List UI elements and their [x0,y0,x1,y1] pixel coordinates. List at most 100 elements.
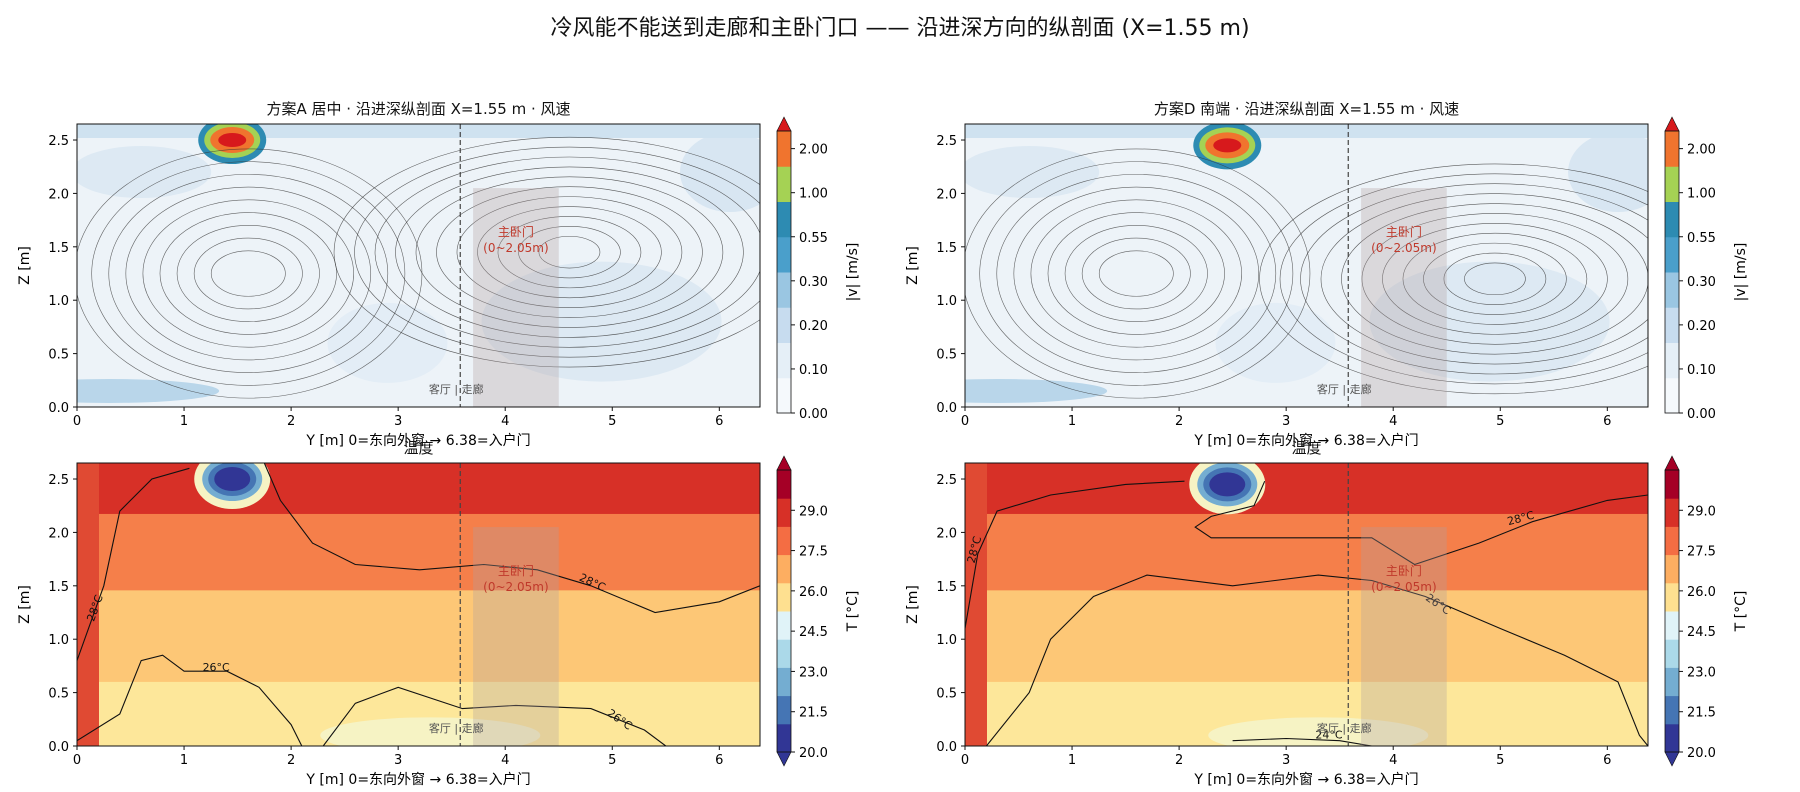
x-tick-label: 5 [608,753,616,768]
x-tick-label: 4 [1389,414,1397,429]
door-region [473,188,559,407]
x-tick-label: 0 [73,753,81,768]
colorbar-tick-label: 27.5 [1687,545,1716,560]
isotherm-label: 26°C [203,661,230,674]
streamline [1382,223,1608,335]
door-region [473,527,559,746]
streamline [1259,163,1648,395]
streamline [176,225,320,323]
colorbar-tick-label: 0.10 [1687,363,1716,378]
streamline [456,196,683,308]
colorbar-extend-max [1664,455,1680,471]
x-tick-label: 6 [1603,753,1611,768]
streamline [395,166,744,338]
colorbar-tick-label: 2.00 [1687,143,1716,158]
colorbar-extend-max [776,455,792,471]
y-tick-label: 1.0 [48,633,69,648]
colorbar-tick-label: 23.0 [799,665,828,680]
x-tick-label: 1 [1068,414,1076,429]
x-tick-label: 2 [1175,414,1183,429]
door-label: (0~2.05m) [1371,580,1436,594]
colorbar-tick-label: 0.55 [1687,231,1716,246]
colorbar-swatch [777,272,791,308]
isotherm-label: 24°C [1315,729,1342,742]
y-tick-label: 1.0 [48,294,69,309]
isotherm-28°C [965,480,1185,629]
colorbar-tick-label: 24.5 [799,625,828,640]
y-tick-label: 1.5 [48,580,69,595]
colorbar-swatch [777,526,791,556]
colorbar-swatch [777,639,791,668]
colorbar-swatch [1665,201,1679,238]
panel-D-speed: 主卧门 (0~2.05m) 客厅 | 走廊 方案D 南端 · 沿进深纵剖面 X=1.5… [905,100,1749,449]
cool-floor-patch [1208,717,1429,746]
streamline [518,226,621,279]
streamline [996,174,1277,373]
colorbar: 0.00 0.10 0.20 0.30 0.55 1.00 2.00 |v| [m/s] [776,116,861,422]
colorbar-tick-label: 0.10 [799,363,828,378]
streamline [1443,252,1547,305]
speed-patch [965,146,1100,199]
x-tick-label: 4 [1389,753,1397,768]
colorbar-swatch [777,554,791,584]
door-label: (0~2.05m) [1371,241,1436,255]
y-axis-label: Z [m] [17,585,33,624]
axes-frame [76,123,761,408]
colorbar-swatch [1665,131,1679,167]
colorbar-swatch [777,470,791,499]
colorbar-extend-max [776,116,792,132]
colorbar-tick-label: 29.0 [1687,504,1716,519]
y-tick-label: 2.0 [48,526,69,541]
colorbar-tick-label: 0.30 [1687,275,1716,290]
streamline [142,199,354,348]
inlet-jet [218,133,247,148]
streamline [477,206,662,299]
streamline [125,186,372,361]
streamline [415,176,724,328]
door-label: 主卧门 [1386,563,1422,578]
room-divider-label: 客厅 | 走廊 [1317,382,1372,396]
colorbar-swatch [1665,526,1679,556]
y-axis-label: Z [m] [17,246,33,285]
isotherm-24°C [1232,737,1372,746]
x-tick-label: 1 [180,753,188,768]
x-axis-label: Y [m] 0=东向外窗 → 6.38=入户门 [1193,771,1418,788]
window-wall-band [965,463,987,746]
x-tick-label: 0 [961,753,969,768]
y-tick-label: 2.5 [936,134,957,149]
colorbar-swatch [777,166,791,202]
cool-floor-patch [320,717,541,746]
colorbar-swatch [1665,695,1679,725]
x-tick-label: 2 [1175,753,1183,768]
colorbar-tick-label: 1.00 [799,187,828,202]
colorbar-tick-label: 20.0 [1687,746,1716,761]
streamline [91,161,406,386]
figure-suptitle: 冷风能不能送到走廊和主卧门口 —— 沿进深方向的纵剖面 (X=1.55 m) [550,16,1250,41]
colorbar-label: T [°C] [845,591,861,633]
speed-patch [327,302,448,383]
y-tick-label: 2.5 [48,473,69,488]
colorbar-swatch [1665,377,1679,414]
axes-frame [76,462,761,747]
speed-patch [1369,261,1610,382]
colorbar-swatch [1665,272,1679,308]
field-A-temp: 28°C28°C26°C26°C [77,463,760,746]
colorbar-swatch [777,582,791,612]
isotherm-28°C [77,467,190,661]
speed-patch [965,378,1108,403]
x-tick-label: 4 [501,414,509,429]
axes-title: 方案A 居中 · 沿进深纵剖面 X=1.55 m · 风速 [266,100,570,118]
hot-layer [77,463,760,514]
colorbar-frame [1664,130,1680,414]
streamline [1464,262,1526,296]
room-divider-label: 客厅 | 走廊 [429,382,484,396]
streamline [1064,225,1208,323]
y-tick-label: 0.5 [936,687,957,702]
colorbar-tick-label: 21.5 [1687,706,1716,721]
colorbar-swatch [1665,307,1679,343]
streamline [159,212,337,335]
streamline [1423,242,1567,315]
inlet-cold-core [214,467,251,492]
